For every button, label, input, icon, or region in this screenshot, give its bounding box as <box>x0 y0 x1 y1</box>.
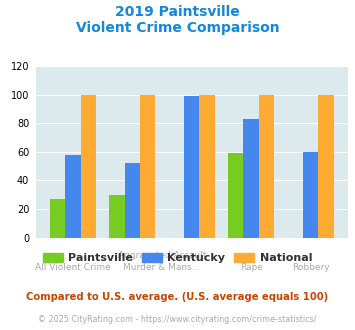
Text: Rape: Rape <box>240 263 263 272</box>
Text: Murder & Mans...: Murder & Mans... <box>123 263 201 272</box>
Bar <box>318 95 334 238</box>
Bar <box>303 152 318 238</box>
Bar <box>65 155 81 238</box>
Bar <box>228 153 244 238</box>
Text: All Violent Crime: All Violent Crime <box>35 263 111 272</box>
Text: Aggravated Assault: Aggravated Assault <box>118 251 206 260</box>
Text: © 2025 CityRating.com - https://www.cityrating.com/crime-statistics/: © 2025 CityRating.com - https://www.city… <box>38 315 317 324</box>
Text: Compared to U.S. average. (U.S. average equals 100): Compared to U.S. average. (U.S. average … <box>26 292 329 302</box>
Bar <box>244 119 259 238</box>
Bar <box>125 163 140 238</box>
Bar <box>140 95 155 238</box>
Bar <box>81 95 96 238</box>
Bar <box>200 95 215 238</box>
Bar <box>109 195 125 238</box>
Text: 2019 Paintsville: 2019 Paintsville <box>115 5 240 19</box>
Bar <box>184 96 200 238</box>
Text: Robbery: Robbery <box>292 263 329 272</box>
Bar <box>259 95 274 238</box>
Legend: Paintsville, Kentucky, National: Paintsville, Kentucky, National <box>38 248 317 268</box>
Text: Violent Crime Comparison: Violent Crime Comparison <box>76 21 279 35</box>
Bar <box>50 199 65 238</box>
